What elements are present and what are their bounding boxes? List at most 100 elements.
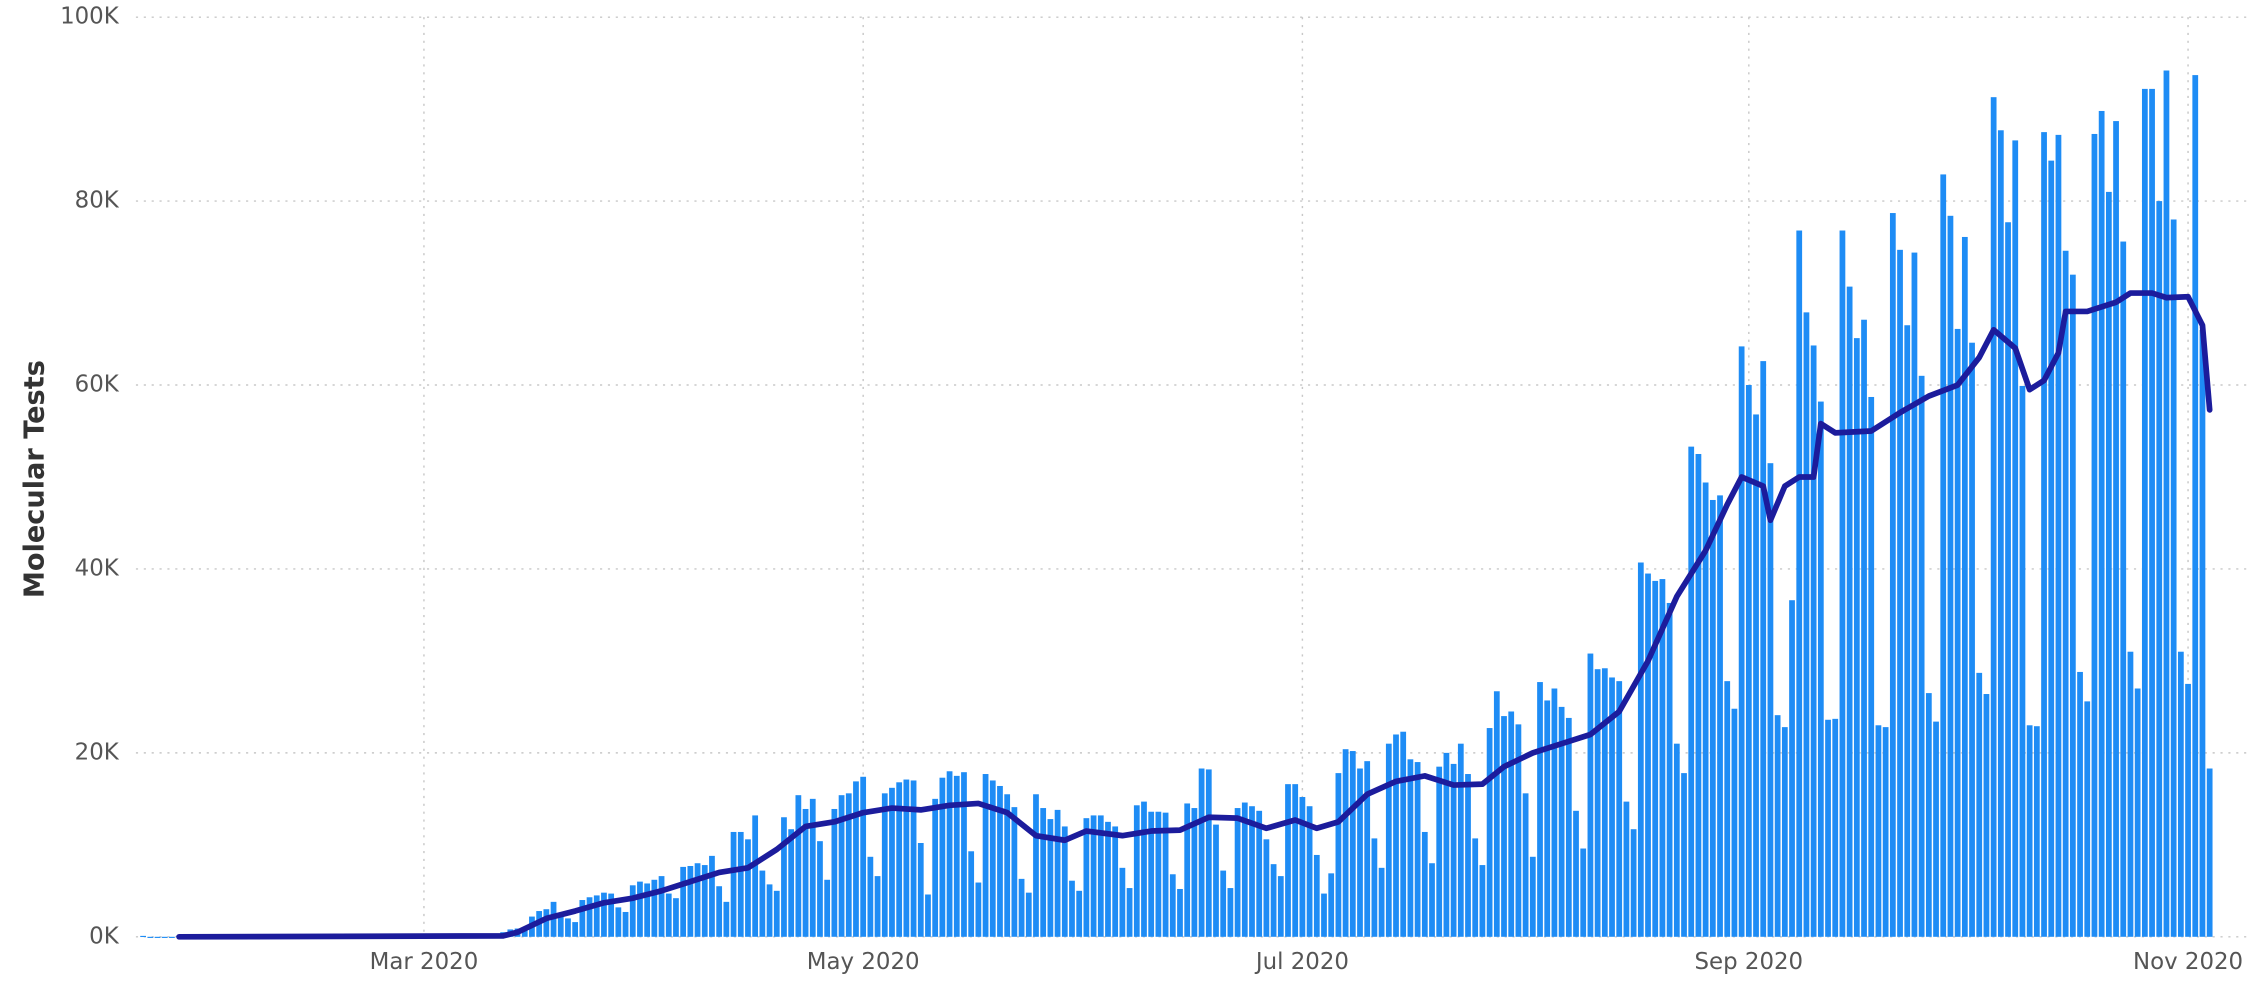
bar [1601, 668, 1608, 937]
bar [1630, 829, 1637, 937]
bar [1616, 681, 1623, 937]
bar [1443, 752, 1450, 937]
bar [1328, 873, 1335, 937]
bar [1702, 482, 1709, 937]
bar [694, 863, 701, 937]
bar [1645, 573, 1651, 937]
bar [1457, 743, 1464, 937]
bar [1580, 848, 1587, 937]
bar [1054, 809, 1061, 937]
bar [2170, 219, 2177, 937]
bar [1673, 743, 1680, 937]
bar [1321, 893, 1327, 937]
bar [1652, 580, 1659, 937]
bar [817, 841, 823, 937]
bar [1313, 854, 1320, 937]
bar [910, 780, 917, 937]
moving-average-line [176, 290, 2213, 940]
bar [1861, 319, 1867, 937]
bar [1753, 414, 1759, 937]
bar [1385, 743, 1392, 937]
y-tick-label: 60K [75, 372, 120, 398]
bar [917, 842, 924, 937]
bar [1925, 693, 1932, 937]
bar [759, 870, 766, 937]
bar [1774, 715, 1781, 937]
bar [716, 886, 723, 937]
bar [709, 855, 715, 937]
bar [1227, 888, 1234, 937]
bar [1040, 808, 1047, 937]
bar [845, 793, 852, 937]
bar [1781, 727, 1788, 937]
bar [2012, 140, 2019, 937]
bar [1587, 653, 1594, 937]
bar [543, 909, 550, 937]
bar [1450, 763, 1457, 937]
bar [925, 894, 931, 937]
bar [1025, 892, 1032, 937]
y-tick-label: 100K [60, 4, 120, 30]
bar [1659, 579, 1666, 937]
bar [1501, 716, 1507, 937]
bar [867, 856, 874, 937]
bar [723, 901, 730, 937]
bar [622, 911, 629, 937]
y-axis-title: Molecular Tests [19, 360, 50, 598]
y-tick-label: 0K [89, 923, 120, 949]
bar [1990, 97, 1997, 937]
bar [1018, 878, 1025, 937]
bar [1256, 810, 1263, 937]
bar [2206, 768, 2213, 937]
bar [1047, 819, 1054, 937]
bar [766, 884, 773, 937]
bar [2156, 201, 2163, 937]
bar [1249, 806, 1255, 937]
bar [946, 771, 953, 937]
bar [1637, 562, 1644, 937]
bar [2005, 222, 2011, 937]
bar [637, 881, 643, 937]
bar [572, 922, 579, 937]
bar [1465, 774, 1471, 937]
bar [1400, 731, 1407, 937]
bar [1119, 867, 1126, 937]
bar [1486, 728, 1493, 937]
bar [1292, 784, 1299, 937]
bar [2141, 88, 2148, 937]
x-tick-label: Mar 2020 [370, 949, 479, 975]
bar [896, 782, 903, 937]
bar [1429, 863, 1435, 937]
bar [1882, 727, 1889, 937]
bar [2069, 274, 2076, 937]
bar [1069, 880, 1075, 937]
bar [1529, 856, 1536, 937]
x-tick-label: Jul 2020 [1254, 949, 1349, 975]
bar [680, 866, 687, 937]
bar [2033, 726, 2040, 937]
bar [586, 897, 593, 937]
bar [2192, 75, 2199, 937]
bar [2177, 651, 2184, 937]
bar [1234, 808, 1241, 937]
bar [1191, 808, 1198, 937]
x-tick-label: Nov 2020 [2133, 949, 2243, 975]
bar [997, 785, 1003, 937]
bar [788, 829, 795, 937]
bar [2149, 88, 2155, 937]
bar [2199, 329, 2206, 937]
bar [608, 893, 615, 937]
bar [1889, 213, 1896, 937]
bar [989, 780, 996, 937]
bar [903, 779, 910, 937]
bar [601, 892, 607, 937]
bar [1198, 768, 1205, 937]
bar [1414, 762, 1421, 937]
bar [2105, 191, 2112, 937]
bar [853, 781, 859, 937]
bar [1033, 794, 1039, 937]
bar [1220, 870, 1227, 937]
bar [1803, 312, 1810, 937]
bar [1076, 890, 1083, 937]
bar [1897, 249, 1903, 937]
